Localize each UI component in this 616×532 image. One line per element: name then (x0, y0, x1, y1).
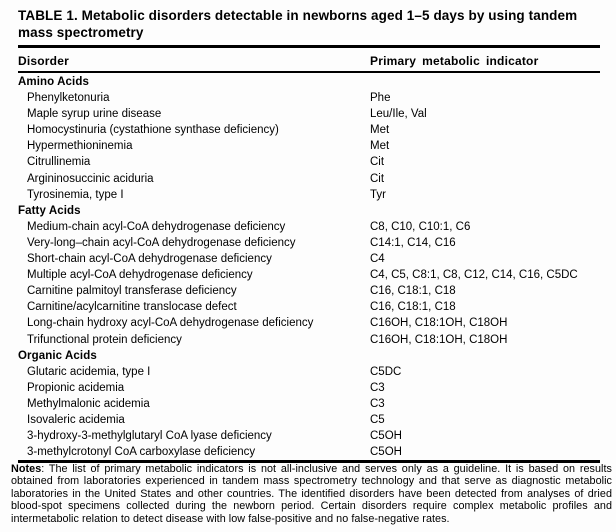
indicator-cell: C16OH, C18:1OH, C18OH (370, 317, 508, 330)
disorder-cell: Methylmalonic acidemia (27, 397, 150, 410)
disorder-cell: Phenylketonuria (27, 92, 110, 105)
indicator-cell: C4, C5, C8:1, C8, C12, C14, C16, C5DC (370, 269, 578, 282)
table-row: Short-chain acyl-CoA dehydrogenase defic… (18, 251, 600, 267)
table-row: Hypermethioninemia Met (18, 138, 600, 154)
column-header-row: Disorder Primary metabolic indicator (18, 48, 600, 73)
indicator-cell: Tyr (370, 188, 386, 201)
table-row: Homocystinuria (cystathione synthase def… (18, 122, 600, 138)
disorder-cell: Tyrosinemia, type I (27, 188, 124, 201)
bottom-rule (18, 460, 600, 464)
table-row: Glutaric acidemia, type I C5DC (18, 364, 600, 380)
indicator-cell: C16, C18:1, C18 (370, 285, 456, 298)
table-row: 3-methylcrotonyl CoA carboxylase deficie… (18, 444, 600, 460)
indicator-cell: Met (370, 124, 390, 137)
disorder-cell: Maple syrup urine disease (27, 108, 162, 121)
section-name: Fatty Acids (18, 204, 81, 217)
disorder-cell: Very-long–chain acyl-CoA dehydrogenase d… (27, 236, 296, 249)
indicator-cell: Cit (370, 172, 385, 185)
indicator-cell: C5OH (370, 430, 402, 443)
table-row: Citrullinemia Cit (18, 154, 600, 170)
table-row: Phenylketonuria Phe (18, 90, 600, 106)
indicator-cell: C4 (370, 253, 385, 266)
disorder-cell: Argininosuccinic aciduria (27, 172, 154, 185)
table-row: Isovaleric acidemia C5 (18, 412, 600, 428)
indicator-cell: C3 (370, 381, 385, 394)
disorder-cell: Multiple acyl-CoA dehydrogenase deficien… (27, 269, 253, 282)
indicator-cell: Met (370, 140, 390, 153)
disorder-cell: Glutaric acidemia, type I (27, 365, 151, 378)
indicator-cell: C14:1, C14, C16 (370, 236, 456, 249)
table-row: 3-hydroxy-3-methylglutaryl CoA lyase def… (18, 428, 600, 444)
disorder-cell: Long-chain hydroxy acyl-CoA dehydrogenas… (27, 317, 314, 330)
disorder-cell: Carnitine/acylcarnitine translocase defe… (27, 301, 237, 314)
table-body: Amino Acids Phenylketonuria Phe Maple syrup… (18, 73, 600, 460)
disorder-cell: Carnitine palmitoyl transferase deficien… (27, 285, 237, 298)
disorder-cell: Short-chain acyl-CoA dehydrogenase defic… (27, 253, 272, 266)
column-header-indicator: Primary metabolic indicator (370, 54, 539, 68)
table-row: Carnitine/acylcarnitine translocase defe… (18, 299, 600, 315)
indicator-cell: C5OH (370, 446, 402, 459)
section-header-row: Fatty Acids (18, 203, 600, 219)
section-header-row: Amino Acids (18, 74, 600, 90)
indicator-cell: C8, C10, C10:1, C6 (370, 220, 471, 233)
indicator-cell: C5 (370, 413, 385, 426)
table-row: Maple syrup urine disease Leu/Ile, Val (18, 106, 600, 122)
notes-label: Notes (11, 463, 42, 475)
table-row: Tyrosinemia, type I Tyr (18, 187, 600, 203)
indicator-cell: C3 (370, 397, 385, 410)
disorder-cell: Propionic acidemia (27, 381, 125, 394)
table-row: Multiple acyl-CoA dehydrogenase deficien… (18, 267, 600, 283)
table-row: Medium-chain acyl-CoA dehydrogenase defi… (18, 219, 600, 235)
section-header-row: Organic Acids (18, 348, 600, 364)
table-row: Long-chain hydroxy acyl-CoA dehydrogenas… (18, 315, 600, 331)
indicator-cell: C5DC (370, 365, 402, 378)
indicator-cell: Cit (370, 156, 385, 169)
notes-text: : The list of primary metabolic indicato… (11, 463, 612, 525)
table-figure: TABLE 1. Metabolic disorders detectable … (18, 7, 600, 464)
table-row: Carnitine palmitoyl transferase deficien… (18, 283, 600, 299)
disorder-cell: 3-hydroxy-3-methylglutaryl CoA lyase def… (27, 430, 272, 443)
table-row: Methylmalonic acidemia C3 (18, 396, 600, 412)
indicator-cell: C16OH, C18:1OH, C18OH (370, 333, 508, 346)
column-header-disorder: Disorder (18, 54, 69, 68)
section-name: Organic Acids (18, 349, 97, 362)
disorder-cell: Medium-chain acyl-CoA dehydrogenase defi… (27, 220, 286, 233)
table-row: Very-long–chain acyl-CoA dehydrogenase d… (18, 235, 600, 251)
disorder-cell: Citrullinemia (27, 156, 91, 169)
title-rule (18, 45, 600, 48)
table-notes: Notes: The list of primary metabolic ind… (11, 463, 612, 525)
indicator-cell: C16, C18:1, C18 (370, 301, 456, 314)
disorder-cell: Trifunctional protein deficiency (27, 333, 182, 346)
table-title: TABLE 1. Metabolic disorders detectable … (18, 8, 578, 40)
disorder-cell: Homocystinuria (cystathione synthase def… (27, 124, 279, 137)
indicator-cell: Leu/Ile, Val (370, 108, 427, 121)
table-row: Trifunctional protein deficiency C16OH, C… (18, 332, 600, 348)
indicator-cell: Phe (370, 92, 391, 105)
disorder-cell: 3-methylcrotonyl CoA carboxylase deficie… (27, 446, 256, 459)
disorder-cell: Hypermethioninemia (27, 140, 133, 153)
table-row: Propionic acidemia C3 (18, 380, 600, 396)
disorder-cell: Isovaleric acidemia (27, 413, 125, 426)
section-name: Amino Acids (18, 76, 89, 88)
table-row: Argininosuccinic aciduria Cit (18, 171, 600, 187)
